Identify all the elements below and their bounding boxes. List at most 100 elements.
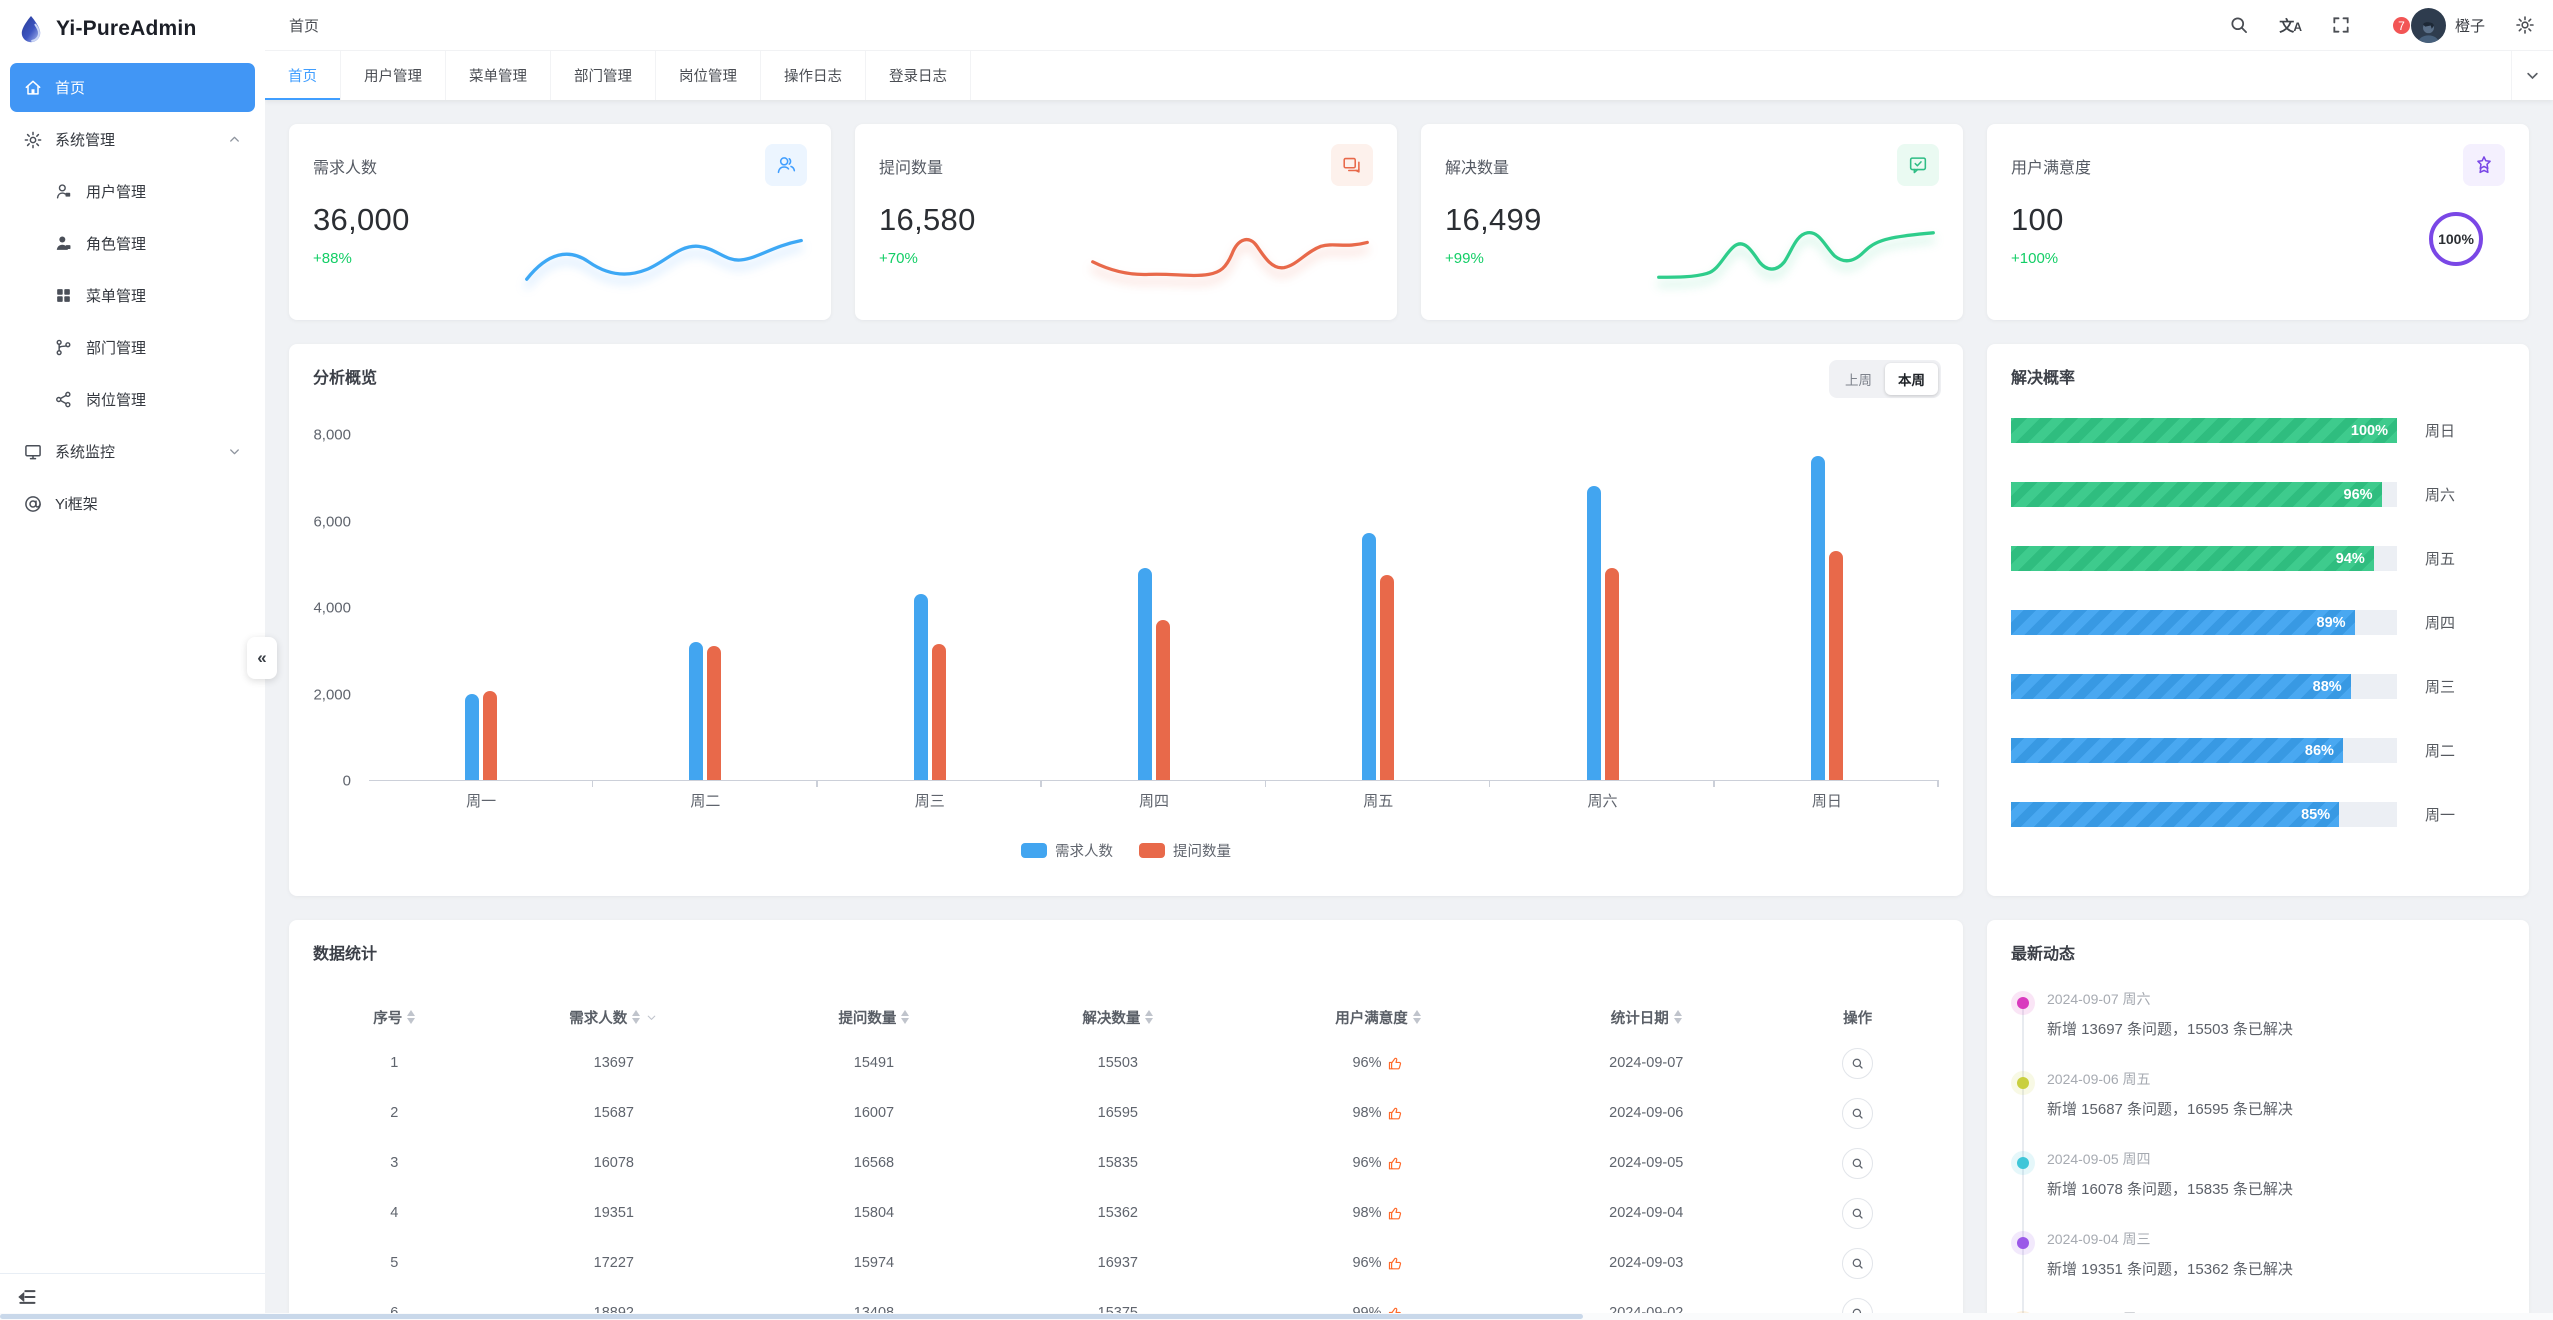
chart-title: 分析概览 [313,370,378,387]
timeline-date: 2024-09-04 周三 [2047,1231,2151,1247]
stat-card-head: 需求人数 [313,144,807,186]
bar-chart: 8,000 6,000 4,000 2,000 0 [289,427,1963,790]
data-statistics-card: 数据统计 序号 需求人数 提问数量 解决数量 用户满意度 统计日期 操作 1 13697 1549… [289,920,1963,1320]
timeline-dot [2017,997,2029,1009]
view-detail-button[interactable] [1842,1097,1874,1129]
filter-chevron-icon[interactable] [645,1011,658,1024]
timeline-text: 新增 19351 条问题，15362 条已解决 [2047,1261,2293,1278]
tab-菜单管理[interactable]: 菜单管理 [446,51,551,100]
stat-card-title: 提问数量 [879,160,944,177]
topbar: 首页 文A 7 橙子 [265,0,2553,51]
y-tick-label: 0 [342,772,351,790]
y-tick-label: 8,000 [313,426,351,444]
tab-首页[interactable]: 首页 [265,51,341,100]
fold-menu-icon[interactable] [17,1287,37,1307]
progress-day-label: 周一 [2425,807,2456,824]
sidebar-item-用户管理[interactable]: 用户管理 [10,167,255,216]
cell-demand: 16078 [593,1155,634,1171]
legend-swatch [1021,843,1047,858]
scrollbar-thumb[interactable] [0,1314,1583,1319]
timeline-title: 最新动态 [2011,946,2076,963]
tab-操作日志[interactable]: 操作日志 [761,51,866,100]
tab-部门管理[interactable]: 部门管理 [551,51,656,100]
progress-fill: 88% [2011,674,2351,699]
column-header-用户满意度[interactable]: 用户满意度 [1240,1007,1516,1028]
fullscreen-icon[interactable] [2331,15,2351,35]
chart-category-周一 [369,435,594,787]
sort-icon[interactable] [407,1010,416,1024]
sidebar-collapse-button[interactable]: « [247,637,277,679]
branch-icon [54,338,74,358]
role-icon [54,234,74,254]
sidebar-item-1[interactable]: 系统管理 [10,115,255,164]
user-menu[interactable]: 橙子 [2410,7,2485,43]
sort-icon[interactable] [1673,1010,1682,1024]
sort-icon[interactable] [632,1010,641,1024]
stat-card-用户满意度: 用户满意度 100 +100% 100% [1987,124,2529,320]
star-badge-icon [2463,144,2505,186]
probability-row-周五: 94% 周五 [2011,546,2505,571]
users-icon [765,144,807,186]
tab-用户管理[interactable]: 用户管理 [341,51,446,100]
sidebar-item-部门管理[interactable]: 部门管理 [10,323,255,372]
app-logo[interactable]: Yi-PureAdmin [0,0,265,57]
view-detail-button[interactable] [1842,1147,1874,1179]
gear-icon[interactable] [2515,15,2535,35]
sparkline [525,238,803,281]
sidebar-item-菜单管理[interactable]: 菜单管理 [10,271,255,320]
user-name: 橙子 [2454,17,2485,35]
view-detail-button[interactable] [1842,1047,1874,1079]
sidebar-item-岗位管理[interactable]: 岗位管理 [10,375,255,424]
satisfaction-value: 98% [1352,1205,1382,1221]
cell-index: 1 [390,1055,399,1071]
chart-legend: 需求人数 提问数量 [289,840,1963,861]
tags-chevron-down-icon[interactable] [2511,51,2553,100]
sidebar-item-label: 系统监控 [55,444,116,461]
tab-登录日志[interactable]: 登录日志 [866,51,971,100]
cell-operation [1776,1047,1939,1079]
x-tick-label: 周三 [914,793,945,810]
sort-icon[interactable] [1412,1010,1421,1024]
sort-asc-icon [632,1010,641,1016]
bar-提问数量 [483,691,498,780]
sort-icon[interactable] [901,1010,910,1024]
tag-bar: 首页 用户管理 菜单管理 部门管理 岗位管理 操作日志 登录日志 [265,51,2553,100]
this-week-button[interactable]: 本周 [1885,363,1938,395]
progress-fill: 100% [2011,418,2397,443]
tab-岗位管理[interactable]: 岗位管理 [656,51,761,100]
sidebar-item-2[interactable]: 系统监控 [10,427,255,476]
bar-提问数量 [1828,550,1843,780]
cell-operation [1776,1197,1939,1229]
legend-item-需求人数[interactable]: 需求人数 [1021,840,1113,861]
search-icon[interactable] [2229,15,2249,35]
bar-需求人数 [689,641,704,780]
horizontal-scrollbar[interactable] [0,1313,2553,1320]
sidebar-item-角色管理[interactable]: 角色管理 [10,219,255,268]
column-header-统计日期[interactable]: 统计日期 [1516,1007,1776,1028]
table-row: 3 16078 16568 15835 96% 2024-09-05 [313,1138,1939,1188]
legend-item-提问数量[interactable]: 提问数量 [1139,840,1231,861]
column-header-序号[interactable]: 序号 [313,1007,476,1028]
sidebar-item-label: 系统管理 [55,132,116,149]
timeline-dot [2017,1237,2029,1249]
timeline-dot [2017,1077,2029,1089]
translate-icon[interactable]: 文A [2279,17,2302,35]
breadcrumb[interactable]: 首页 [289,17,320,35]
column-header-解决数量[interactable]: 解决数量 [996,1007,1240,1028]
cell-index: 6 [313,1305,476,1320]
sidebar-item-3[interactable]: Yi框架 [10,479,255,528]
column-header-需求人数[interactable]: 需求人数 [476,1007,752,1028]
column-header-提问数量[interactable]: 提问数量 [752,1007,996,1028]
table-row: 5 17227 15974 16937 96% 2024-09-03 [313,1238,1939,1288]
sparkline [1657,231,1935,279]
sort-icon[interactable] [1145,1010,1154,1024]
sort-asc-icon [1673,1010,1682,1016]
table-row: 2 15687 16007 16595 98% 2024-09-06 [313,1088,1939,1138]
sort-desc-icon [407,1018,416,1024]
cell-date: 2024-09-06 [1609,1105,1684,1121]
view-detail-button[interactable] [1842,1247,1874,1279]
timeline-item: 2024-09-04 周三新增 19351 条问题，15362 条已解决 [2017,1224,2505,1304]
sidebar-item-0[interactable]: 首页 [10,63,255,112]
last-week-button[interactable]: 上周 [1845,373,1872,388]
view-detail-button[interactable] [1842,1197,1874,1229]
